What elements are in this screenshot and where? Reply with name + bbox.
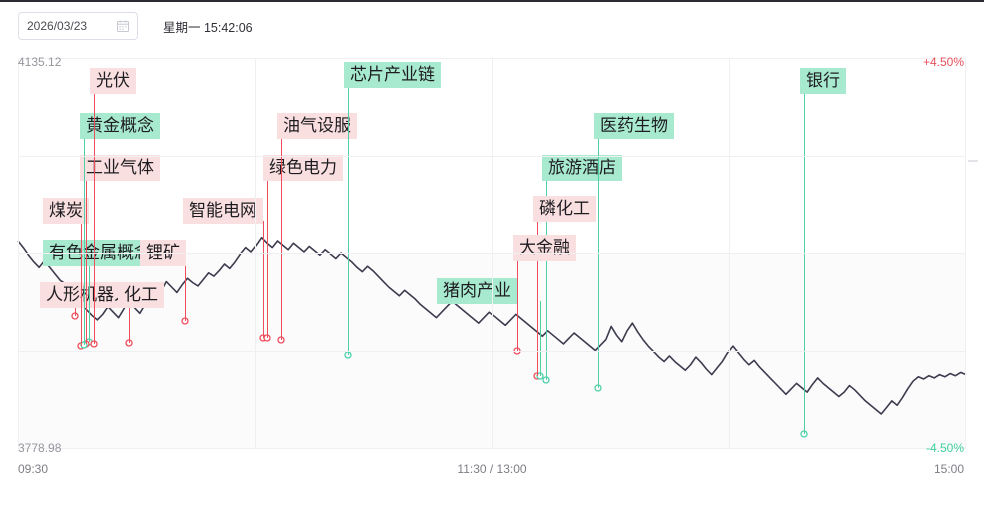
annotation-label[interactable]: 绿色电力 (263, 155, 343, 181)
annotation-stem (281, 136, 283, 340)
annotation-stem (267, 178, 269, 338)
y-axis-min-value: 3778.98 (18, 441, 62, 455)
gridline-v (965, 58, 966, 448)
annotation-stem (540, 301, 542, 376)
annotation-label[interactable]: 大金融 (513, 235, 576, 261)
x-tick-mid: 11:30 / 13:00 (457, 462, 527, 476)
x-tick-close: 15:00 (933, 462, 964, 476)
gridline-v (729, 58, 730, 448)
chart-area: 人形机器人化工有色金属概念锂矿煤炭智能电网工业气体绿色电力旅游酒店黄金概念油气设… (0, 50, 984, 450)
annotation-stem (185, 263, 187, 321)
annotation-label[interactable]: 黄金概念 (80, 113, 160, 139)
annotation-stem (804, 91, 806, 434)
right-edge-tick (968, 160, 978, 162)
annotation-stem (75, 304, 77, 316)
top-divider (0, 0, 984, 2)
gridline-v (255, 58, 256, 448)
date-picker[interactable]: 2026/03/23 (18, 12, 138, 40)
annotation-stem (263, 221, 265, 338)
annotation-stem (546, 178, 548, 380)
annotation-label[interactable]: 医药生物 (594, 113, 674, 139)
annotation-stem (517, 258, 519, 351)
x-tick-open: 09:30 (18, 462, 49, 476)
annotation-stem (348, 85, 350, 355)
annotation-stem (129, 304, 131, 343)
annotation-label[interactable]: 猪肉产业 (437, 278, 517, 304)
annotation-label[interactable]: 磷化工 (533, 196, 596, 222)
annotation-label[interactable]: 工业气体 (80, 155, 160, 181)
plot-region[interactable]: 人形机器人化工有色金属概念锂矿煤炭智能电网工业气体绿色电力旅游酒店黄金概念油气设… (17, 58, 967, 449)
annotation-stem (84, 136, 86, 345)
annotation-stem (89, 263, 91, 342)
annotation-label[interactable]: 油气设服 (277, 113, 357, 139)
annotation-label[interactable]: 智能电网 (183, 198, 263, 224)
annotation-stem (94, 91, 96, 344)
gridline-v (492, 58, 493, 448)
calendar-icon (117, 20, 129, 32)
weekday-time-label: 星期一 15:42:06 (163, 20, 253, 35)
annotation-label[interactable]: 旅游酒店 (542, 155, 622, 181)
annotation-label[interactable]: 光伏 (90, 68, 136, 94)
bottom-divider (0, 508, 984, 510)
annotation-label[interactable]: 银行 (800, 68, 846, 94)
annotation-stem (81, 221, 83, 346)
annotation-label[interactable]: 化工 (118, 282, 164, 308)
annotation-label[interactable]: 煤炭 (43, 198, 89, 224)
annotation-stem (598, 136, 600, 388)
x-axis: 09:30 11:30 / 13:00 15:00 (0, 462, 984, 482)
pct-min-label: -4.50% (925, 441, 964, 455)
gridline-v (18, 58, 19, 448)
date-picker-value: 2026/03/23 (27, 19, 88, 33)
annotation-stem (86, 178, 88, 344)
gridline-h (18, 448, 966, 449)
toolbar: 2026/03/23 星期一 15:42:06 (0, 2, 984, 50)
annotation-stem (537, 219, 539, 376)
pct-max-label: +4.50% (922, 55, 964, 69)
y-axis-max-value: 4135.12 (18, 55, 62, 69)
annotation-label[interactable]: 芯片产业链 (344, 62, 441, 88)
